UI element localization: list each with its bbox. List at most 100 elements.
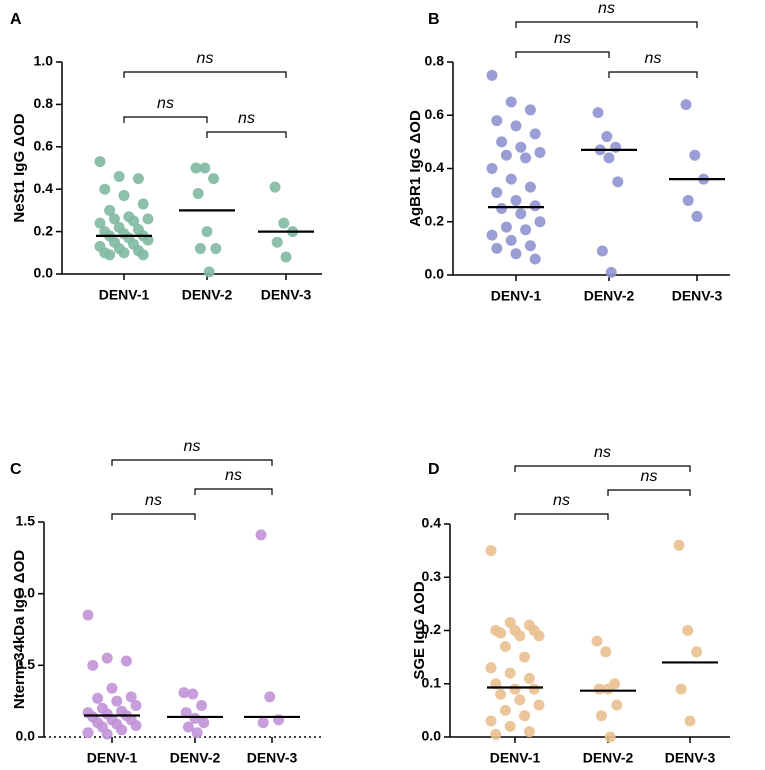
data-point bbox=[504, 720, 516, 732]
data-point bbox=[591, 635, 603, 647]
data-point bbox=[180, 707, 192, 719]
comparison-label: ns bbox=[641, 468, 658, 485]
data-point bbox=[104, 249, 116, 261]
data-point bbox=[691, 210, 703, 222]
y-tick-label: 0.5 bbox=[16, 656, 36, 672]
comparison-label: ns bbox=[225, 467, 242, 484]
data-point bbox=[500, 221, 512, 233]
comparison-label: ns bbox=[197, 50, 214, 67]
data-point bbox=[128, 215, 140, 227]
data-point bbox=[529, 200, 541, 212]
data-point bbox=[603, 152, 615, 164]
data-point bbox=[519, 710, 531, 722]
y-tick-label: 0.4 bbox=[34, 180, 54, 196]
data-point bbox=[142, 234, 154, 246]
data-point bbox=[610, 141, 622, 153]
y-tick-label: 0.4 bbox=[425, 159, 445, 175]
y-axis-label: NeSt1 IgG ΔOD bbox=[11, 113, 28, 222]
data-point bbox=[496, 202, 508, 214]
comparison-bracket bbox=[123, 116, 208, 123]
data-point bbox=[533, 630, 545, 642]
data-point bbox=[519, 651, 531, 663]
data-point bbox=[210, 243, 222, 255]
data-point bbox=[515, 141, 527, 153]
data-point bbox=[485, 662, 497, 674]
comparison-bracket bbox=[515, 51, 610, 58]
data-point bbox=[486, 69, 498, 81]
y-tick-label: 1.5 bbox=[16, 513, 36, 529]
data-point bbox=[92, 692, 104, 704]
data-point bbox=[203, 266, 215, 278]
data-point bbox=[534, 147, 546, 159]
data-point bbox=[280, 251, 292, 263]
data-point bbox=[520, 152, 532, 164]
data-point bbox=[689, 149, 701, 161]
panel-label: C bbox=[10, 461, 22, 478]
comparison-bracket bbox=[607, 489, 691, 496]
data-point bbox=[257, 717, 269, 729]
data-point bbox=[106, 682, 118, 694]
data-point bbox=[529, 253, 541, 265]
data-point bbox=[523, 726, 535, 738]
data-point bbox=[509, 683, 521, 695]
y-tick-label: 0.6 bbox=[34, 138, 54, 154]
comparison-label: ns bbox=[645, 50, 662, 67]
data-point bbox=[196, 699, 208, 711]
y-tick-label: 0.8 bbox=[425, 53, 445, 69]
data-point bbox=[604, 731, 616, 743]
data-point bbox=[118, 190, 130, 202]
y-tick-label: 0.0 bbox=[34, 265, 54, 281]
data-point bbox=[178, 687, 190, 699]
panel-label: B bbox=[428, 11, 440, 28]
data-point bbox=[520, 224, 532, 236]
data-point bbox=[495, 688, 507, 700]
x-tick-label: DENV-3 bbox=[672, 288, 723, 304]
data-point bbox=[505, 96, 517, 108]
data-point bbox=[499, 704, 511, 716]
comparison-bracket bbox=[608, 71, 698, 78]
data-point bbox=[198, 717, 210, 729]
comparison-bracket bbox=[515, 21, 698, 28]
x-tick-label: DENV-1 bbox=[490, 750, 541, 766]
data-point bbox=[132, 173, 144, 185]
data-point bbox=[208, 173, 220, 185]
data-point bbox=[187, 688, 199, 700]
comparison-label: ns bbox=[553, 492, 570, 509]
data-point bbox=[190, 162, 202, 174]
comparison-bracket bbox=[111, 513, 196, 520]
data-point bbox=[182, 721, 194, 733]
data-point bbox=[675, 683, 687, 695]
x-tick-label: DENV-1 bbox=[491, 288, 542, 304]
data-point bbox=[505, 173, 517, 185]
comparison-label: ns bbox=[594, 444, 611, 461]
data-point bbox=[82, 609, 94, 621]
y-axis-label: AgBR1 IgG ΔOD bbox=[407, 110, 424, 227]
data-point bbox=[192, 187, 204, 199]
data-point bbox=[673, 539, 685, 551]
data-point bbox=[94, 217, 106, 229]
y-tick-label: 0.0 bbox=[422, 728, 442, 744]
data-point bbox=[189, 712, 201, 724]
comparison-bracket bbox=[514, 465, 691, 472]
data-point bbox=[142, 213, 154, 225]
data-point bbox=[118, 247, 130, 259]
data-point bbox=[486, 229, 498, 241]
data-point bbox=[255, 529, 267, 541]
comparison-label: ns bbox=[598, 0, 615, 17]
data-point bbox=[514, 630, 526, 642]
data-point bbox=[595, 710, 607, 722]
data-point bbox=[612, 176, 624, 188]
data-point bbox=[524, 181, 536, 193]
data-point bbox=[116, 724, 128, 736]
data-point bbox=[264, 691, 276, 703]
data-point bbox=[593, 683, 605, 695]
x-tick-label: DENV-1 bbox=[87, 750, 138, 766]
comparison-label: ns bbox=[554, 30, 571, 47]
data-point bbox=[278, 217, 290, 229]
data-point bbox=[490, 728, 502, 740]
x-tick-label: DENV-3 bbox=[247, 750, 298, 766]
data-point bbox=[108, 213, 120, 225]
comparison-bracket bbox=[194, 488, 273, 495]
data-point bbox=[491, 115, 503, 127]
data-point bbox=[130, 699, 142, 711]
